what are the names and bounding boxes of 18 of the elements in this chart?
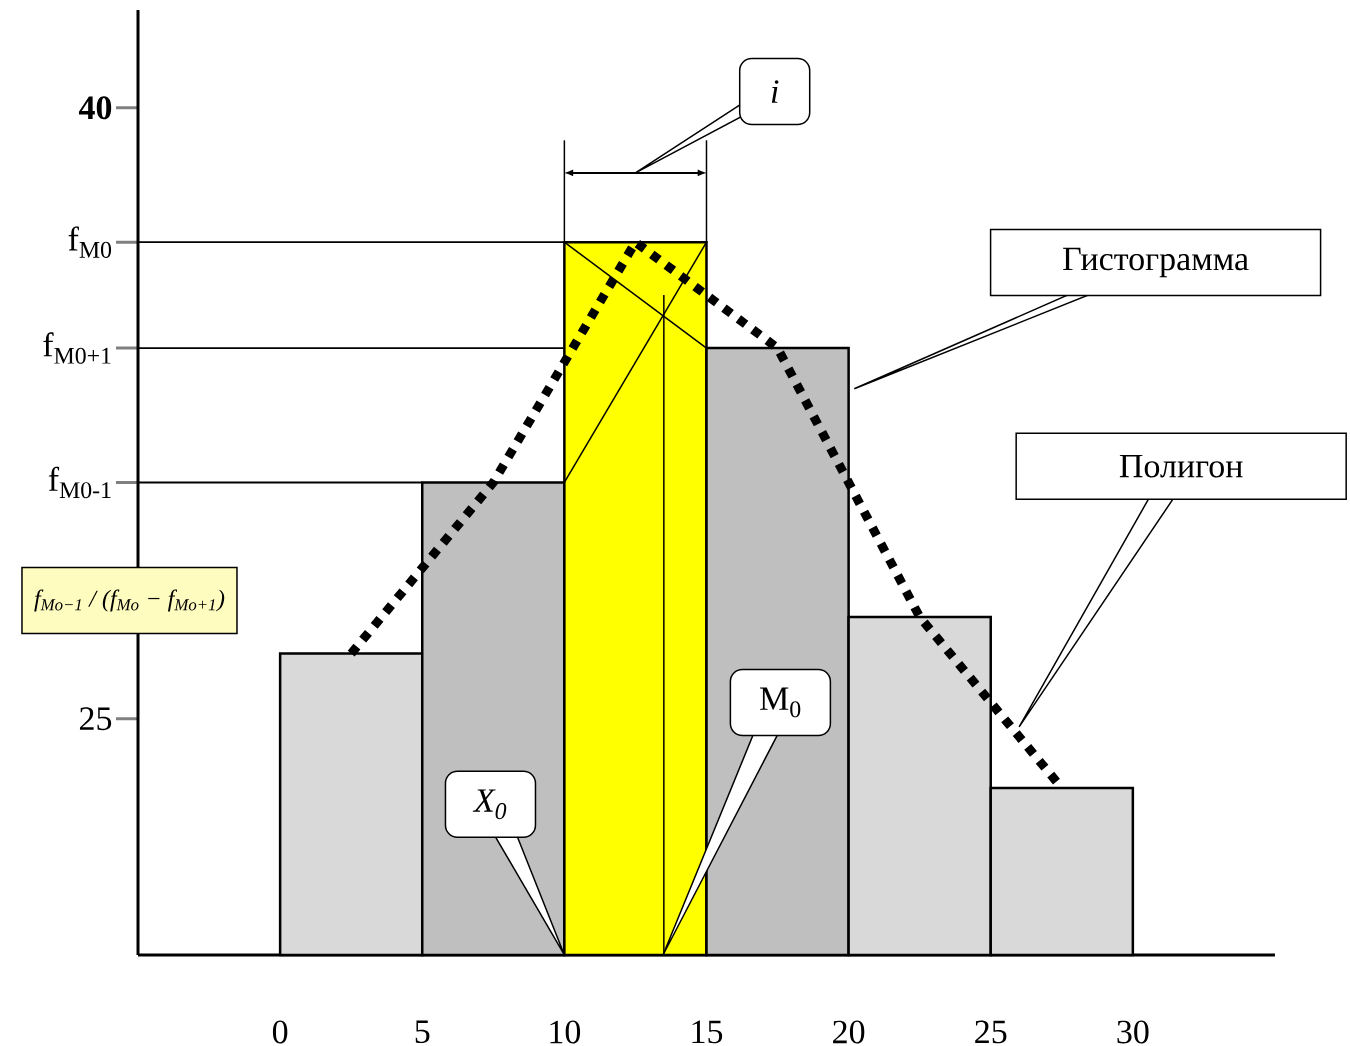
x-tick-label: 0 xyxy=(272,1020,288,1044)
x-tick-label: 10 xyxy=(550,1020,581,1044)
annotation: X$_{0}$ xyxy=(472,789,507,820)
y-tick-label: 40 xyxy=(78,96,112,120)
x-tick-label: 5 xyxy=(415,1020,430,1044)
y-tick-label: 25 xyxy=(79,707,112,731)
y-tick-label: f$_{M0+1}$ xyxy=(43,332,111,364)
annotation: f$_{Mo−1}$ / (f$_{Mo}$ − f$_{Mo+1}$) xyxy=(34,589,225,612)
annotation: M$_{0}$ xyxy=(760,687,801,718)
x-tick-label: 25 xyxy=(975,1020,1007,1044)
y-tick-label: f$_{M0}$ xyxy=(68,226,112,258)
annotation: i xyxy=(771,80,779,103)
annotation: Гистограмма xyxy=(1063,247,1249,278)
annotation: Полигон xyxy=(1119,454,1243,478)
x-tick-label: 15 xyxy=(692,1020,723,1044)
y-tick-label: f$_{M0-1}$ xyxy=(48,466,111,499)
x-tick-label: 30 xyxy=(1117,1020,1149,1044)
x-tick-label: 20 xyxy=(833,1020,865,1044)
